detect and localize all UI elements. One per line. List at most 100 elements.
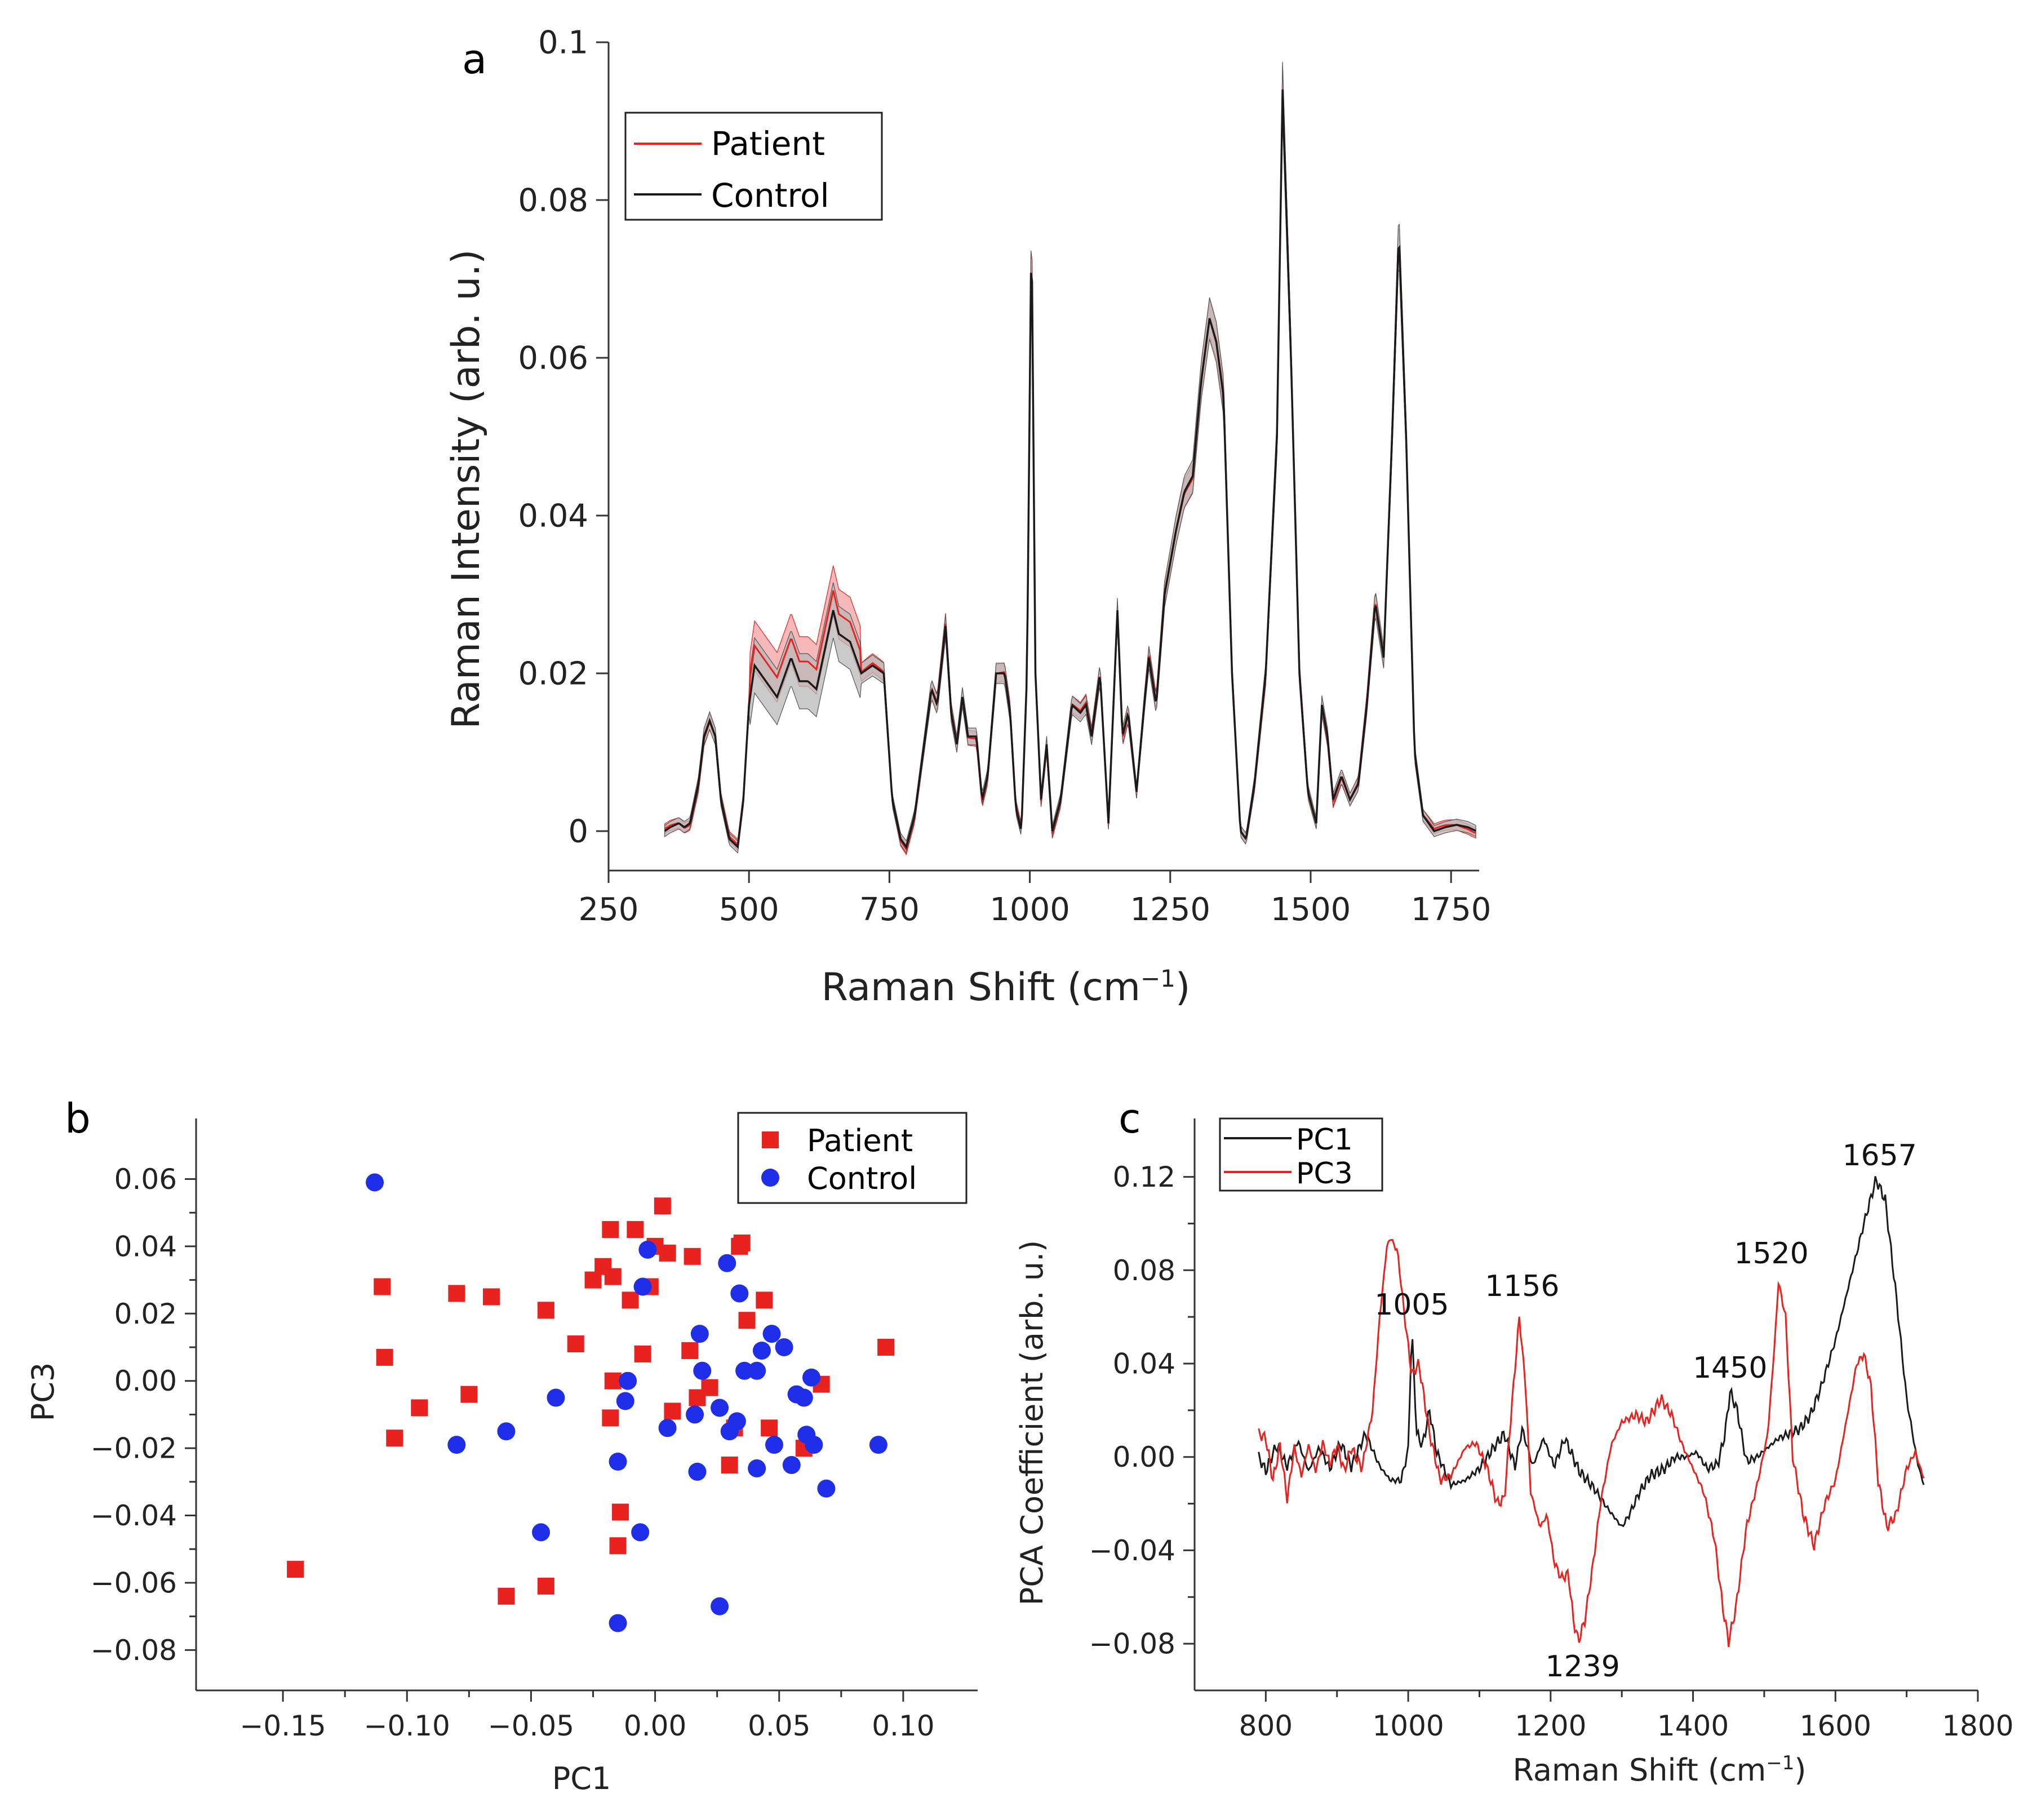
legend-b-control-label: Control [807,1161,917,1196]
patient-point [681,1342,699,1359]
panel-b-x-axis-label: PC1 [552,1761,611,1796]
patient-point [602,1409,619,1427]
patient-point [721,1456,738,1473]
panel-c-x-axis-label: Raman Shift (cm−1) [1513,1752,1807,1788]
panel-a-legend-box [624,112,883,221]
patient-point [567,1335,584,1353]
patient-point [609,1537,627,1555]
legend-b-patient-label: Patient [807,1123,913,1158]
legend-patient-label: Patient [711,125,825,163]
panel-c-y-axis-label: PCA Coefficient (arb. u.) [1014,1240,1050,1605]
peak-annotation: 1657 [1842,1139,1916,1173]
control-point [730,1284,749,1303]
panel-a-x-axis-label-sup: −1 [1140,965,1175,992]
patient-point [482,1288,500,1306]
control-point [638,1240,657,1259]
pc3-line [1258,1239,1925,1648]
x-tick-label: −0.15 [239,1710,326,1742]
y-tick-label: 0.08 [1113,1254,1175,1287]
patient-point [701,1379,718,1396]
control-point [795,1388,813,1407]
control-point [609,1614,627,1632]
patient-point [386,1430,403,1447]
panel-b-y-axis-label: PC3 [25,1362,61,1422]
panel-c-x-axis-label-sup: −1 [1766,1752,1794,1774]
x-tick-label: 1000 [989,891,1070,928]
panel-b-chart: b −0.15 −0.10 −0.05 0.00 0.05 0.10−0.08−0.06−… [25,1095,978,1796]
y-tick-label: 0.06 [518,340,588,377]
legend-control-marker [761,1169,779,1187]
patient-point [448,1285,465,1302]
patient-point [733,1234,751,1251]
patient-point [537,1577,554,1595]
panel-a-x-axis-label: Raman Shift (cm−1) [822,965,1191,1010]
control-point [633,1277,652,1296]
x-tick-label: 500 [719,891,779,928]
peak-annotation: 1005 [1374,1288,1449,1322]
control-point [748,1361,766,1380]
patient-point [659,1244,676,1262]
control-point [366,1173,384,1192]
x-tick-label: 1600 [1800,1710,1871,1742]
patient-point [460,1386,478,1403]
patient-point [634,1345,651,1362]
patient-point [602,1221,619,1239]
patient-point [374,1278,391,1295]
control-point [805,1436,823,1454]
control-point [547,1388,565,1407]
patient-point [604,1268,622,1285]
y-tick-label: 0.08 [518,183,588,219]
panel-c-x-axis-label-main: Raman Shift (cm [1513,1752,1767,1788]
panel-c-x-axis-label-close: ) [1794,1752,1806,1788]
panel-c-letter: c [1119,1095,1141,1142]
legend-pc1-label: PC1 [1296,1123,1353,1157]
panel-b-legend: Patient Control [737,1112,968,1204]
panel-c-axes: 800 1000 1200 1400 1600 1800 −0.08 −0.04 0.00 0.0… [1089,1118,2014,1742]
panel-a-chart: a 250 500 750 1000 1250 1500 1750 0 0.02 0.04 0.06… [444,25,1491,1010]
panel-c-plot-area [1258,1176,1925,1648]
peak-annotation: 1239 [1546,1650,1620,1684]
control-point [752,1341,771,1360]
panel-b-letter: b [65,1095,91,1142]
panel-a-y-axis-label: Raman Intensity (arb. u.) [444,249,489,729]
x-tick-label: −0.05 [488,1710,574,1742]
x-tick-label: 750 [859,891,920,928]
y-tick-label: 0.04 [1113,1348,1175,1380]
panel-a-x-axis-label-close: ) [1175,965,1191,1010]
patient-point [684,1248,701,1265]
control-point [688,1462,707,1481]
patient-point [622,1291,639,1309]
patient-point [411,1399,428,1417]
peak-annotation: 1520 [1734,1237,1808,1271]
control-point [802,1368,820,1387]
panel-a-x-axis-label-main: Raman Shift (cm [822,965,1140,1010]
control-point [711,1597,729,1615]
control-point [532,1523,551,1542]
x-tick-label: 1200 [1515,1710,1586,1742]
control-point [693,1361,712,1380]
patient-point [287,1561,304,1578]
control-point [748,1459,766,1477]
y-tick-label: −0.04 [1089,1534,1175,1567]
x-tick-label: 1750 [1411,891,1492,928]
y-tick-label: −0.08 [1089,1628,1175,1661]
y-tick-label: 0.12 [1113,1161,1175,1193]
legend-pc3-label: PC3 [1296,1157,1353,1191]
control-point [817,1479,836,1498]
y-tick-label: 0.00 [114,1365,177,1397]
x-tick-label: 1800 [1942,1710,2013,1742]
patient-point [877,1339,895,1356]
x-tick-label: 0.10 [872,1710,934,1742]
panel-c-legend-box [1219,1117,1383,1192]
control-point [775,1338,793,1356]
panel-b-legend-box [737,1112,968,1204]
panel-c-annotations: 1005 1156 1450 1520 1657 1239 [1374,1139,1917,1684]
control-point [631,1523,650,1542]
y-tick-label: −0.04 [91,1499,177,1532]
control-point [718,1254,736,1272]
legend-control-label: Control [711,176,829,215]
y-tick-label: 0.00 [1113,1441,1175,1473]
patient-point [738,1312,756,1329]
control-point [616,1392,634,1410]
